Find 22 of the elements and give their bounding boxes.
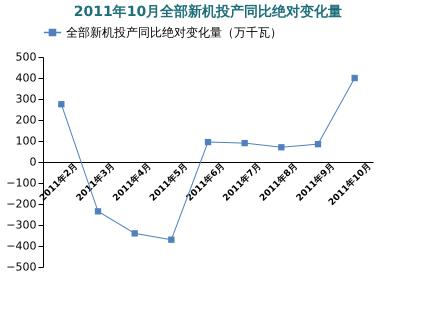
point: [58, 101, 64, 108]
chart-title: 2011年10月全部新机投产同比绝对变化量: [74, 3, 342, 20]
y-tick-label: 500: [16, 50, 36, 64]
y-tick-label: −400: [6, 240, 36, 252]
point: [94, 208, 102, 215]
point: [352, 74, 358, 82]
y-tick-label: −100: [6, 176, 36, 190]
y-tick-label: 200: [16, 114, 36, 126]
legend-label: 全部新机投产同比绝对变化量（万千瓦）: [66, 26, 282, 40]
point: [242, 140, 248, 146]
point: [204, 138, 212, 146]
y-tick-label: −300: [6, 218, 36, 232]
y-tick-label: 400: [16, 72, 36, 84]
point: [314, 140, 322, 148]
y-tick-label: −200: [6, 198, 36, 210]
point: [132, 230, 138, 237]
y-tick-label: 0: [30, 156, 36, 168]
y-tick-label: −500: [6, 260, 36, 274]
y-tick-label: 100: [16, 134, 36, 148]
point: [168, 236, 174, 243]
point: [278, 144, 284, 150]
y-tick-label: 300: [16, 92, 36, 106]
